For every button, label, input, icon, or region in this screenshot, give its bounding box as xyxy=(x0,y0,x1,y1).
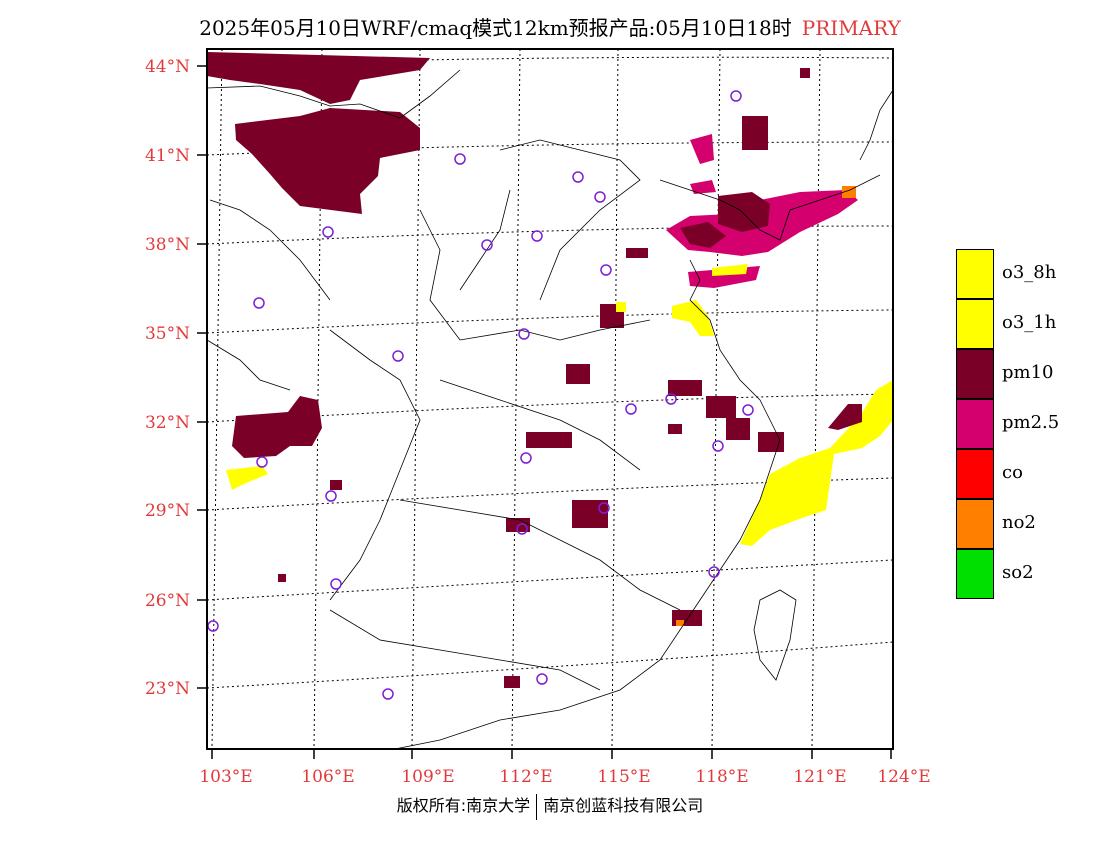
lon-label: 106°E xyxy=(301,767,354,787)
legend-label: pm2.5 xyxy=(1002,412,1060,433)
pm10-area xyxy=(232,396,322,458)
legend-swatch xyxy=(956,499,994,549)
pm25-area xyxy=(690,134,714,164)
lat-label: 32°N xyxy=(145,413,190,433)
boundaries xyxy=(207,69,893,749)
lon-label: 109°E xyxy=(401,767,454,787)
lat-label: 38°N xyxy=(145,235,190,255)
lon-label: 112°E xyxy=(499,767,552,787)
pm10-area xyxy=(680,222,726,248)
footer-separator xyxy=(536,793,538,820)
map-title: 2025年05月10日WRF/cmaq模式12km预报产品:05月10日18时 P… xyxy=(0,12,1100,41)
pm25-area xyxy=(690,180,716,194)
copyright-footer: 版权所有:南京大学 南京创蓝科技有限公司 xyxy=(0,792,1100,820)
o3-area xyxy=(712,264,748,276)
legend-label: o3_8h xyxy=(1002,262,1057,283)
legend-label: pm10 xyxy=(1002,362,1054,383)
pollution-areas xyxy=(207,52,893,688)
pm10-area xyxy=(235,108,420,214)
legend-swatch xyxy=(956,549,994,599)
station-markers xyxy=(207,90,754,700)
legend-swatch xyxy=(956,349,994,399)
legend-label: co xyxy=(1002,462,1023,483)
legend-label: so2 xyxy=(1002,562,1034,583)
title-tag: PRIMARY xyxy=(801,16,901,40)
o3-area xyxy=(672,300,714,336)
legend-swatch xyxy=(956,249,994,299)
o3-area xyxy=(226,466,268,490)
lon-label: 103°E xyxy=(199,767,252,787)
copyright-left: 版权所有:南京大学 xyxy=(396,796,531,815)
lon-label: 124°E xyxy=(877,767,930,787)
lat-label: 29°N xyxy=(145,501,190,521)
plot-frame xyxy=(206,48,894,750)
lat-label: 41°N xyxy=(145,146,190,166)
legend-label: no2 xyxy=(1002,512,1036,533)
legend-swatch xyxy=(956,449,994,499)
lon-label: 121°E xyxy=(793,767,846,787)
lat-label: 23°N xyxy=(145,679,190,699)
legend-swatch xyxy=(956,299,994,349)
longitude-labels: 103°E 106°E 109°E 112°E 115°E 118°E 121°… xyxy=(199,767,930,787)
title-text: 2025年05月10日WRF/cmaq模式12km预报产品:05月10日18时 xyxy=(199,16,792,40)
lat-label: 44°N xyxy=(145,57,190,77)
latitude-labels: 44°N 41°N 38°N 35°N 32°N 29°N 26°N 23°N xyxy=(145,57,190,699)
pm10-area xyxy=(718,192,770,232)
legend-label: o3_1h xyxy=(1002,312,1057,333)
o3-area xyxy=(740,380,893,546)
pm10-area xyxy=(828,404,862,430)
copyright-right: 南京创蓝科技有限公司 xyxy=(543,796,704,815)
lat-label: 26°N xyxy=(145,591,190,611)
pm10-area xyxy=(207,52,430,104)
tick-marks xyxy=(197,65,892,759)
lon-label: 115°E xyxy=(597,767,650,787)
lon-label: 118°E xyxy=(695,767,748,787)
lat-label: 35°N xyxy=(145,324,190,344)
legend-swatch xyxy=(956,399,994,449)
